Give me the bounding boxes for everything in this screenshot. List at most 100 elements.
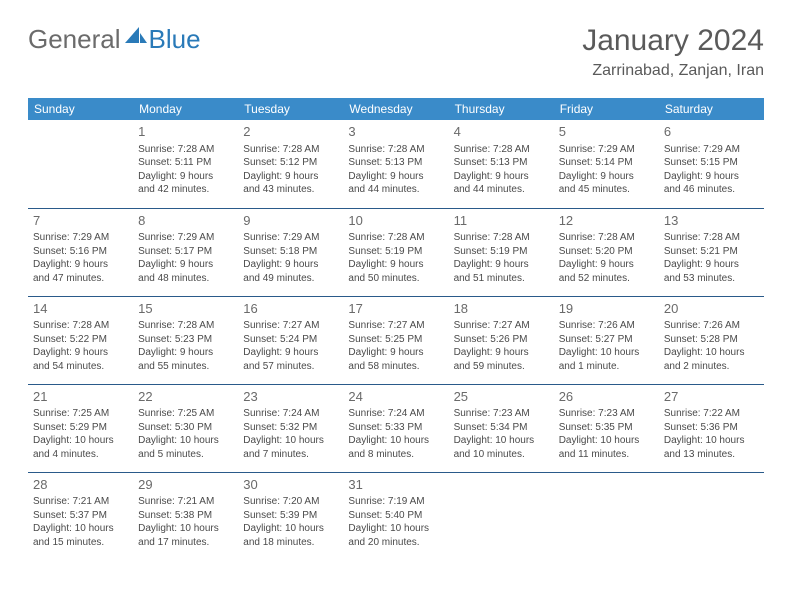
cell-daylight1: Daylight: 10 hours (559, 434, 654, 448)
day-number: 21 (33, 388, 128, 406)
cell-sunset: Sunset: 5:18 PM (243, 245, 338, 259)
cell-daylight1: Daylight: 10 hours (138, 522, 233, 536)
day-number: 28 (33, 476, 128, 494)
calendar-cell: 12Sunrise: 7:28 AMSunset: 5:20 PMDayligh… (554, 208, 659, 296)
cell-sunset: Sunset: 5:32 PM (243, 421, 338, 435)
cell-daylight1: Daylight: 9 hours (243, 346, 338, 360)
day-number: 19 (559, 300, 654, 318)
cell-daylight2: and 15 minutes. (33, 536, 128, 550)
cell-sunset: Sunset: 5:19 PM (454, 245, 549, 259)
cell-sunrise: Sunrise: 7:21 AM (138, 495, 233, 509)
calendar-cell: 17Sunrise: 7:27 AMSunset: 5:25 PMDayligh… (343, 296, 448, 384)
cell-sunset: Sunset: 5:26 PM (454, 333, 549, 347)
cell-sunset: Sunset: 5:16 PM (33, 245, 128, 259)
cell-daylight1: Daylight: 9 hours (243, 258, 338, 272)
day-header: Sunday (28, 98, 133, 120)
calendar-cell: 18Sunrise: 7:27 AMSunset: 5:26 PMDayligh… (449, 296, 554, 384)
day-number: 23 (243, 388, 338, 406)
title-block: January 2024 Zarrinabad, Zanjan, Iran (582, 24, 764, 80)
cell-sunset: Sunset: 5:39 PM (243, 509, 338, 523)
day-header: Tuesday (238, 98, 343, 120)
calendar-week-row: 28Sunrise: 7:21 AMSunset: 5:37 PMDayligh… (28, 472, 764, 560)
cell-daylight1: Daylight: 9 hours (348, 346, 443, 360)
day-number: 9 (243, 212, 338, 230)
day-number: 17 (348, 300, 443, 318)
day-number: 24 (348, 388, 443, 406)
cell-sunrise: Sunrise: 7:29 AM (33, 231, 128, 245)
day-number: 11 (454, 212, 549, 230)
cell-daylight1: Daylight: 9 hours (454, 170, 549, 184)
cell-daylight2: and 58 minutes. (348, 360, 443, 374)
cell-daylight2: and 44 minutes. (454, 183, 549, 197)
cell-sunset: Sunset: 5:34 PM (454, 421, 549, 435)
day-number: 29 (138, 476, 233, 494)
cell-sunrise: Sunrise: 7:25 AM (33, 407, 128, 421)
day-number: 8 (138, 212, 233, 230)
cell-sunrise: Sunrise: 7:29 AM (243, 231, 338, 245)
cell-daylight2: and 18 minutes. (243, 536, 338, 550)
cell-sunrise: Sunrise: 7:19 AM (348, 495, 443, 509)
cell-daylight1: Daylight: 9 hours (348, 170, 443, 184)
calendar-cell: 14Sunrise: 7:28 AMSunset: 5:22 PMDayligh… (28, 296, 133, 384)
day-header: Thursday (449, 98, 554, 120)
cell-sunrise: Sunrise: 7:28 AM (138, 319, 233, 333)
cell-sunset: Sunset: 5:20 PM (559, 245, 654, 259)
day-header: Friday (554, 98, 659, 120)
day-number: 26 (559, 388, 654, 406)
day-header: Saturday (659, 98, 764, 120)
cell-daylight2: and 48 minutes. (138, 272, 233, 286)
day-number: 1 (138, 123, 233, 141)
cell-sunrise: Sunrise: 7:29 AM (138, 231, 233, 245)
calendar-cell: 25Sunrise: 7:23 AMSunset: 5:34 PMDayligh… (449, 384, 554, 472)
calendar-cell (28, 120, 133, 208)
cell-daylight2: and 17 minutes. (138, 536, 233, 550)
day-number: 3 (348, 123, 443, 141)
calendar-cell: 13Sunrise: 7:28 AMSunset: 5:21 PMDayligh… (659, 208, 764, 296)
day-number: 22 (138, 388, 233, 406)
cell-daylight1: Daylight: 10 hours (33, 522, 128, 536)
calendar-cell: 27Sunrise: 7:22 AMSunset: 5:36 PMDayligh… (659, 384, 764, 472)
cell-sunset: Sunset: 5:30 PM (138, 421, 233, 435)
calendar-cell: 19Sunrise: 7:26 AMSunset: 5:27 PMDayligh… (554, 296, 659, 384)
cell-sunset: Sunset: 5:37 PM (33, 509, 128, 523)
calendar-week-row: 21Sunrise: 7:25 AMSunset: 5:29 PM Dayligh… (28, 384, 764, 472)
cell-daylight1: Daylight: 9 hours (33, 258, 128, 272)
cell-sunrise: Sunrise: 7:23 AM (454, 407, 549, 421)
day-number: 5 (559, 123, 654, 141)
cell-sunset: Sunset: 5:21 PM (664, 245, 759, 259)
location-label: Zarrinabad, Zanjan, Iran (582, 62, 764, 80)
calendar-cell (449, 472, 554, 560)
calendar-table: Sunday Monday Tuesday Wednesday Thursday… (28, 98, 764, 560)
cell-daylight2: and 57 minutes. (243, 360, 338, 374)
cell-daylight2: and 2 minutes. (664, 360, 759, 374)
logo-text-blue: Blue (149, 24, 201, 55)
cell-sunset: Sunset: 5:29 PM (33, 421, 128, 435)
cell-daylight1: Daylight: 10 hours (348, 522, 443, 536)
cell-sunrise: Sunrise: 7:28 AM (348, 231, 443, 245)
cell-daylight1: Daylight: 10 hours (243, 434, 338, 448)
cell-sunrise: Sunrise: 7:20 AM (243, 495, 338, 509)
day-number: 20 (664, 300, 759, 318)
cell-sunset: Sunset: 5:40 PM (348, 509, 443, 523)
cell-daylight1: Daylight: 9 hours (664, 170, 759, 184)
cell-sunrise: Sunrise: 7:28 AM (348, 143, 443, 157)
calendar-cell: 3Sunrise: 7:28 AMSunset: 5:13 PMDaylight… (343, 120, 448, 208)
calendar-cell: 2Sunrise: 7:28 AMSunset: 5:12 PMDaylight… (238, 120, 343, 208)
logo: General Blue (28, 24, 201, 55)
cell-sunrise: Sunrise: 7:29 AM (559, 143, 654, 157)
cell-daylight2: and 10 minutes. (454, 448, 549, 462)
calendar-cell: 11Sunrise: 7:28 AMSunset: 5:19 PMDayligh… (449, 208, 554, 296)
cell-sunrise: Sunrise: 7:24 AM (243, 407, 338, 421)
cell-daylight1: Daylight: 9 hours (348, 258, 443, 272)
cell-daylight1: Daylight: 9 hours (138, 258, 233, 272)
cell-sunrise: Sunrise: 7:24 AM (348, 407, 443, 421)
day-number: 18 (454, 300, 549, 318)
day-number: 16 (243, 300, 338, 318)
calendar-cell (659, 472, 764, 560)
cell-daylight2: and 11 minutes. (559, 448, 654, 462)
calendar-cell: 22Sunrise: 7:25 AMSunset: 5:30 PMDayligh… (133, 384, 238, 472)
cell-sunset: Sunset: 5:22 PM (33, 333, 128, 347)
cell-sunset: Sunset: 5:38 PM (138, 509, 233, 523)
cell-daylight2: and 46 minutes. (664, 183, 759, 197)
cell-sunrise: Sunrise: 7:21 AM (33, 495, 128, 509)
